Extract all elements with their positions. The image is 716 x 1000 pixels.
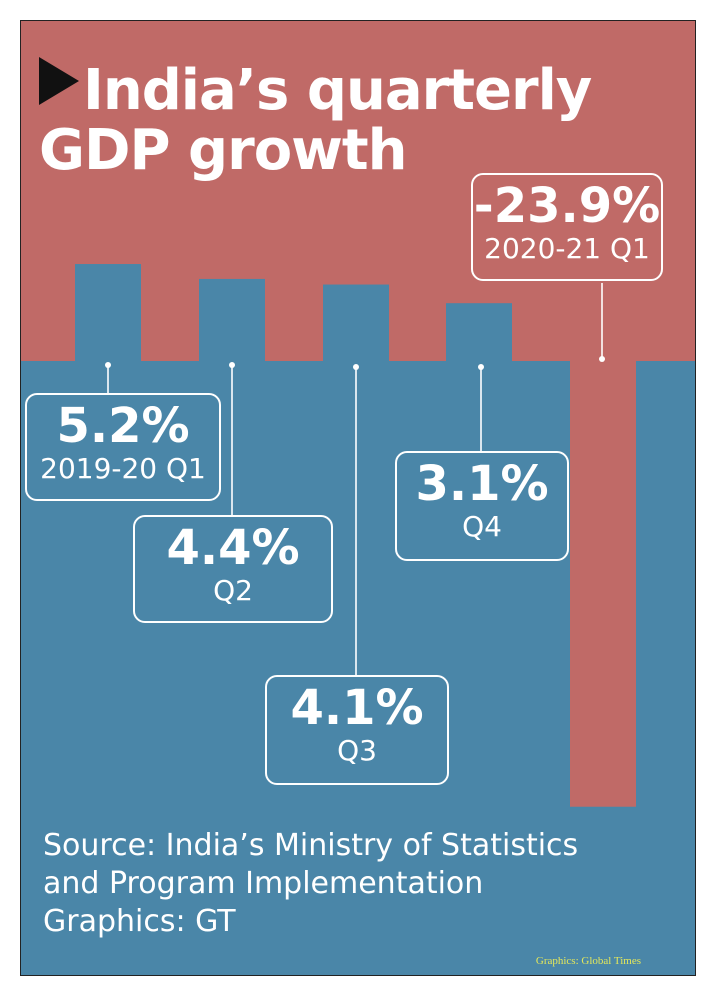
source-line-1: Source: India’s Ministry of Statistics [43, 828, 579, 863]
data-label: 5.2% [56, 398, 190, 454]
gdp-chart [21, 21, 695, 975]
source-note: Source: India’s Ministry of Statistics a… [43, 827, 578, 941]
period-label: 2019-20 Q1 [40, 452, 206, 485]
leader-dot-3 [478, 364, 484, 370]
bar-2020-21-q1 [570, 361, 636, 807]
data-label: -23.9% [473, 178, 661, 234]
period-label: Q4 [462, 510, 502, 543]
source-line-2: and Program Implementation [43, 866, 484, 901]
data-label: 4.4% [166, 520, 300, 576]
chart-title: India’s quarterly GDP growth [39, 57, 592, 183]
title-line-1: India’s quarterly [83, 58, 592, 123]
leader-dot-1 [229, 362, 235, 368]
infographic: India’s quarterly GDP growth 5.2% 2019-2… [20, 20, 696, 976]
period-label: 2020-21 Q1 [484, 232, 650, 265]
source-line-3: Graphics: GT [43, 904, 236, 939]
callout-q2: 4.4% Q2 [133, 515, 333, 623]
data-label: 4.1% [290, 680, 424, 736]
data-label: 3.1% [415, 456, 549, 512]
bar-q4 [446, 303, 512, 361]
triangle-marker-icon [39, 57, 79, 105]
callout-q3: 4.1% Q3 [265, 675, 449, 785]
bar-2019-20-q1 [75, 264, 141, 361]
period-label: Q3 [337, 734, 377, 767]
leader-dot-0 [105, 362, 111, 368]
leader-dot-2 [353, 364, 359, 370]
bar-q3 [323, 284, 389, 361]
bar-q2 [199, 278, 265, 361]
graphics-credit: Graphics: Global Times [535, 955, 641, 967]
callout-q4: 3.1% Q4 [395, 451, 569, 561]
period-label: Q2 [213, 574, 253, 607]
title-line-2: GDP growth [39, 118, 408, 183]
callout-2020-21-q1: -23.9% 2020-21 Q1 [471, 173, 663, 281]
callout-2019-20-q1: 5.2% 2019-20 Q1 [25, 393, 221, 501]
leader-dot-4 [599, 356, 605, 362]
